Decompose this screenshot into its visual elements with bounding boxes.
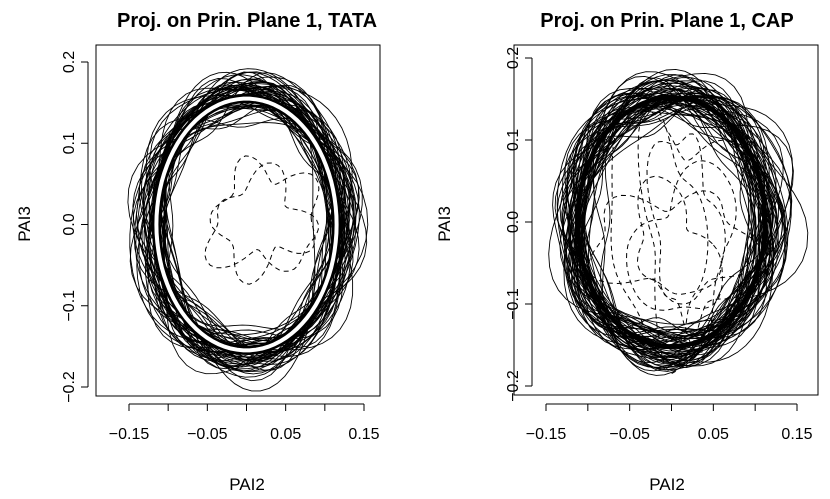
- x-axis: −0.15 −0.05 0.05 0.15: [109, 403, 380, 443]
- x-tick-label: 0.05: [270, 426, 301, 443]
- x-tick-label: −0.05: [609, 426, 650, 443]
- y-tick-label: 0.2: [61, 51, 78, 73]
- y-tick-label: −0.2: [505, 370, 522, 402]
- y-tick-label: 0.1: [61, 132, 78, 154]
- curve-group: [548, 68, 809, 376]
- curve-group: [127, 68, 369, 392]
- series-0-curve: [137, 91, 351, 353]
- series-0-curve: [566, 85, 786, 354]
- x-axis-label: PAI2: [649, 475, 685, 494]
- y-axis-label: PAI3: [15, 206, 34, 242]
- series-1-dashed-curve: [636, 175, 722, 295]
- y-axis: −0.2 −0.1 0.0 0.1 0.2: [505, 47, 533, 402]
- chart-panel-cap: Proj. on Prin. Plane 1, CAP −0.15 −0.05 0.…: [435, 10, 819, 494]
- y-axis-label: PAI3: [435, 206, 454, 242]
- y-axis: −0.2 −0.1 0.0 0.1 0.2: [61, 51, 89, 403]
- x-tick-label: 0.05: [698, 426, 729, 443]
- y-tick-label: 0.0: [61, 213, 78, 235]
- series-0-curve: [569, 97, 770, 351]
- series-1-dashed-curve: [646, 133, 726, 354]
- x-axis-label: PAI2: [229, 475, 265, 494]
- mean-curve: [575, 95, 768, 349]
- x-tick-label: −0.15: [526, 426, 567, 443]
- series-1-dashed-curve: [637, 102, 709, 374]
- series-0-curve: [569, 102, 772, 355]
- y-tick-label: −0.1: [61, 290, 78, 322]
- plot-frame: [95, 44, 381, 397]
- series-1-dashed-curve: [610, 105, 769, 367]
- series-0-curve: [158, 84, 330, 361]
- y-tick-label: 0.2: [505, 47, 522, 69]
- series-0-curve: [565, 88, 775, 343]
- y-tick-label: 0.0: [505, 211, 522, 233]
- series-1-dashed-curve: [204, 162, 319, 272]
- series-0-curve: [552, 82, 777, 337]
- y-tick-label: −0.2: [61, 371, 78, 403]
- chart-panel-tata: Proj. on Prin. Plane 1, TATA −0.15 −0.05 0…: [15, 10, 381, 494]
- series-1-dashed-curve: [587, 190, 763, 305]
- x-axis: −0.15 −0.05 0.05 0.15: [526, 403, 813, 443]
- y-tick-label: 0.1: [505, 129, 522, 151]
- x-tick-label: 0.15: [781, 426, 812, 443]
- series-0-curve: [166, 81, 342, 368]
- chart-title: Proj. on Prin. Plane 1, TATA: [117, 10, 377, 32]
- series-0-curve: [573, 80, 767, 365]
- mean-curve: [154, 96, 339, 353]
- series-1-dashed-curve: [209, 155, 320, 285]
- chart-title: Proj. on Prin. Plane 1, CAP: [540, 10, 793, 32]
- y-tick-label: −0.1: [505, 288, 522, 320]
- series-1-dashed-curve: [625, 160, 737, 311]
- x-tick-label: −0.15: [109, 426, 150, 443]
- plot-frame: [513, 44, 819, 396]
- x-tick-label: −0.05: [187, 426, 228, 443]
- x-tick-label: 0.15: [348, 426, 379, 443]
